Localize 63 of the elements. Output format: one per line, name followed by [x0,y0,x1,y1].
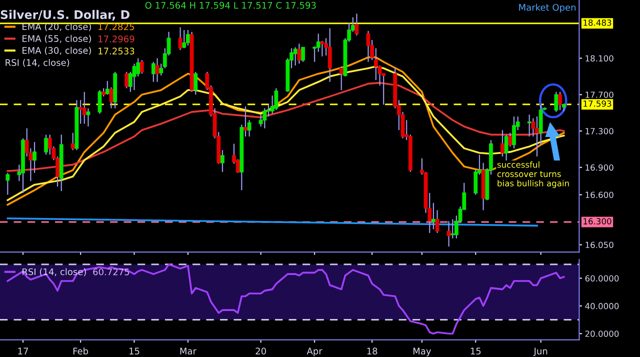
x-tick-label: May [413,348,431,356]
x-tick-label: Feb [73,348,88,354]
annotation: 60.7275 [93,268,130,276]
candlestick [366,30,370,62]
legend-label: EMA (55, close) [22,34,91,44]
y-tick-label: 18.100 [586,55,614,62]
x-tick-label: Jun [533,348,548,356]
candlestick [82,91,86,124]
candlestick [554,91,558,112]
candlestick [527,114,532,138]
text: Silver/U.S. Dollar, D [0,10,130,21]
candlestick [339,66,344,91]
annotation: 17.2533 [98,48,134,54]
legend-label: EMA (30, close) [22,46,91,55]
candlestick [301,46,305,62]
candlestick [508,132,512,148]
x-tick-label: 15 [470,348,481,354]
annotation: RSI (14, close) [6,59,70,68]
x-tick-label: Apr [306,348,322,356]
ref-line-label: 17.593 [584,100,612,107]
candlestick [182,29,186,49]
candlestick [450,218,455,239]
annotation: O 17.564 H 17.594 L 17.517 C 17.593 [145,2,316,9]
candlestick [6,172,10,196]
candlestick [70,132,75,151]
y-tick-label: 17.700 [586,92,614,98]
candlestick [446,220,451,248]
candlestick [44,134,48,156]
x-tick-label: 20 [256,348,266,354]
candlestick [512,116,516,149]
candlestick [124,71,129,89]
y-tick-label: 16.600 [586,192,614,198]
candlestick [354,13,359,36]
candlestick [328,28,332,82]
candlestick [140,60,144,74]
candlestick [98,90,102,114]
candlestick [105,80,110,96]
x-tick-label: 17 [18,348,28,354]
candlestick [86,108,90,128]
annotation: 17.2969 [98,36,134,42]
y-tick-label: 20.0000 [585,330,619,337]
annotation: Market Open [519,4,576,13]
y-tick-label: 60.0000 [585,275,619,282]
x-tick-label: 18 [367,348,378,354]
candlestick [504,134,508,162]
candlestick [535,116,539,158]
candlestick [297,43,302,64]
ref-line-label: 16.300 [584,218,612,224]
candlestick [558,91,562,111]
y-tick-label: 17.300 [586,128,614,134]
x-tick-label: 15 [130,348,140,354]
candlestick [151,61,156,82]
ref-line-label: 18.483 [584,20,612,26]
candlestick [500,130,504,158]
legend-label: EMA (20, close) [22,23,91,32]
y-tick-label: 40.0000 [585,302,619,310]
y-tick-label: 16.050 [586,242,614,248]
annotation: 17.2825 [98,23,134,30]
x-tick-label: Mar [180,348,196,354]
candlestick [320,40,324,57]
y-tick-label: 16.900 [586,164,614,171]
annotation: successful crossover turns bias bullish again [497,161,569,188]
candlestick [155,58,160,82]
